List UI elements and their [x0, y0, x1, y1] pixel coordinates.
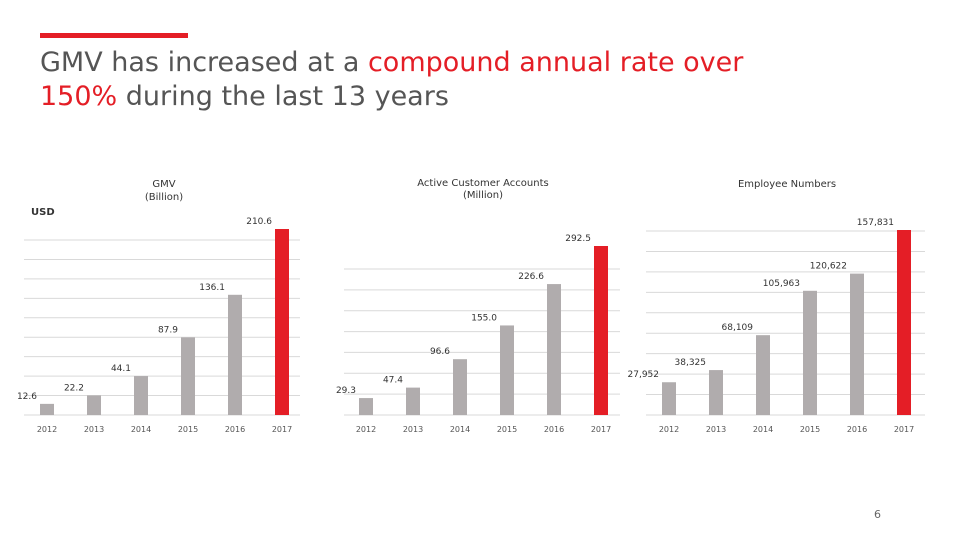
title-highlight-1: compound annual rate over: [367, 47, 744, 78]
bar-2017: [275, 229, 289, 415]
tick-label-2015: 2015: [178, 425, 198, 434]
page-title: GMV has increased at a compound annual r…: [40, 46, 920, 114]
chart-subtitle-customers: (Million): [463, 190, 503, 201]
bar-2014: [134, 376, 148, 415]
title-highlight-2: 150%: [40, 81, 118, 112]
tick-label-2016: 2016: [225, 425, 245, 434]
tick-label-2015: 2015: [497, 425, 517, 434]
tick-label-2012: 2012: [37, 425, 57, 434]
tick-label-2012: 2012: [356, 425, 376, 434]
tick-label-2017: 2017: [894, 425, 914, 434]
bar-2015: [803, 290, 817, 415]
tick-label-2013: 2013: [706, 425, 726, 434]
tick-label-2017: 2017: [272, 425, 292, 434]
bar-2015: [181, 337, 195, 415]
bar-2012: [40, 403, 54, 415]
title-accent-bar: [40, 33, 188, 38]
bar-2012: [662, 382, 676, 415]
tick-label-2015: 2015: [800, 425, 820, 434]
data-label-2012: 12.6: [17, 392, 37, 402]
data-label-2014: 44.1: [111, 364, 131, 374]
data-label-2017: 292.5: [565, 234, 591, 244]
bar-2016: [850, 273, 864, 415]
bar-2013: [709, 370, 723, 415]
bar-2016: [547, 284, 561, 415]
page-number: 6: [874, 508, 881, 521]
bar-2017: [897, 230, 911, 415]
bar-2017: [594, 246, 608, 415]
unit-label: USD: [31, 207, 55, 218]
tick-label-2013: 2013: [403, 425, 423, 434]
title-text-part2: during the last 13 years: [117, 81, 449, 112]
chart-title-employees: Employee Numbers: [737, 179, 837, 190]
bar-2015: [500, 325, 514, 415]
tick-label-2012: 2012: [659, 425, 679, 434]
tick-label-2017: 2017: [591, 425, 611, 434]
data-label-2017: 210.6: [246, 217, 272, 227]
data-label-2014: 96.6: [430, 347, 450, 357]
data-label-2013: 38,325: [675, 358, 707, 368]
bar-2014: [453, 359, 467, 415]
data-label-2012: 27,952: [628, 370, 660, 380]
chart-title-customers: Active Customer Accounts: [417, 178, 549, 189]
data-label-2015: 87.9: [158, 325, 178, 335]
tick-label-2016: 2016: [847, 425, 867, 434]
bar-2013: [87, 395, 101, 415]
bar-2013: [406, 387, 420, 415]
tick-label-2016: 2016: [544, 425, 564, 434]
bar-2012: [359, 398, 373, 415]
tick-label-2014: 2014: [450, 425, 470, 434]
chart-title-gmv: GMV: [152, 179, 176, 190]
data-label-2017: 157,831: [857, 218, 894, 228]
tick-label-2014: 2014: [753, 425, 773, 434]
data-label-2014: 68,109: [722, 323, 754, 333]
title-text-part1: GMV has increased at a: [40, 47, 368, 78]
bar-2016: [228, 294, 242, 415]
data-label-2012: 29.3: [336, 386, 356, 396]
data-label-2013: 22.2: [64, 383, 84, 393]
data-label-2016: 120,622: [810, 262, 847, 272]
tick-label-2013: 2013: [84, 425, 104, 434]
data-label-2013: 47.4: [383, 376, 403, 386]
data-label-2015: 155.0: [471, 313, 497, 323]
data-label-2016: 136.1: [199, 283, 225, 293]
tick-label-2014: 2014: [131, 425, 151, 434]
data-label-2016: 226.6: [518, 272, 544, 282]
data-label-2015: 105,963: [763, 279, 800, 289]
chart-subtitle-gmv: (Billion): [144, 192, 184, 203]
bar-2014: [756, 335, 770, 415]
